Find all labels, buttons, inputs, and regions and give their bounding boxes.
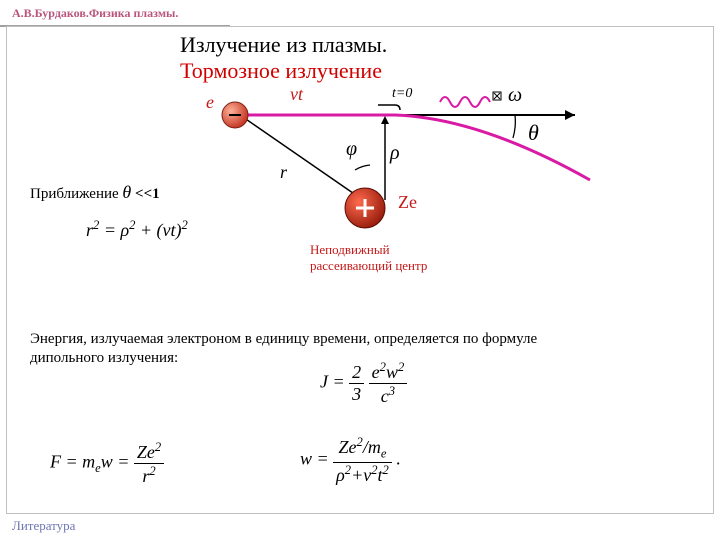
label-theta: θ [528, 120, 539, 146]
label-t0: t=0 [392, 86, 412, 102]
eq-F: F = mew = Ze2r2 [50, 440, 164, 487]
scattering-diagram: e vt t=0 r φ ρ Zе θ ω Неподвижный рассеи… [160, 70, 640, 270]
label-omega: ω [508, 84, 522, 107]
scatter-caption: Неподвижный рассеивающий центр [310, 242, 427, 273]
approximation-line: Приближение θ <<1 [30, 182, 160, 203]
label-vt: vt [290, 84, 303, 105]
eq-J: J = 23 e2w2c3 [320, 360, 407, 407]
approx-label: Приближение [30, 186, 122, 202]
scatter-caption-l1: Неподвижный [310, 242, 390, 257]
header-author: А.В.Бурдаков.Физика плазмы. [12, 6, 178, 21]
label-rho: ρ [390, 142, 400, 165]
label-phi: φ [346, 138, 357, 161]
energy-text: Энергия, излучаемая электроном в единицу… [30, 330, 590, 368]
approx-theta: θ [122, 182, 131, 202]
label-r: r [280, 162, 287, 183]
eq-w: w = Ze2/meρ2+v2t2 . [300, 435, 401, 486]
scatter-caption-l2: рассеивающий центр [310, 258, 427, 273]
eq-r2: r2 = ρ2 + (vt)2 [86, 218, 188, 241]
footer-link: Литература [12, 518, 75, 534]
label-ze: Zе [398, 192, 417, 213]
title-line-1: Излучение из плазмы. [180, 32, 387, 58]
label-e: e [206, 92, 214, 113]
approx-tail: <<1 [135, 186, 160, 202]
